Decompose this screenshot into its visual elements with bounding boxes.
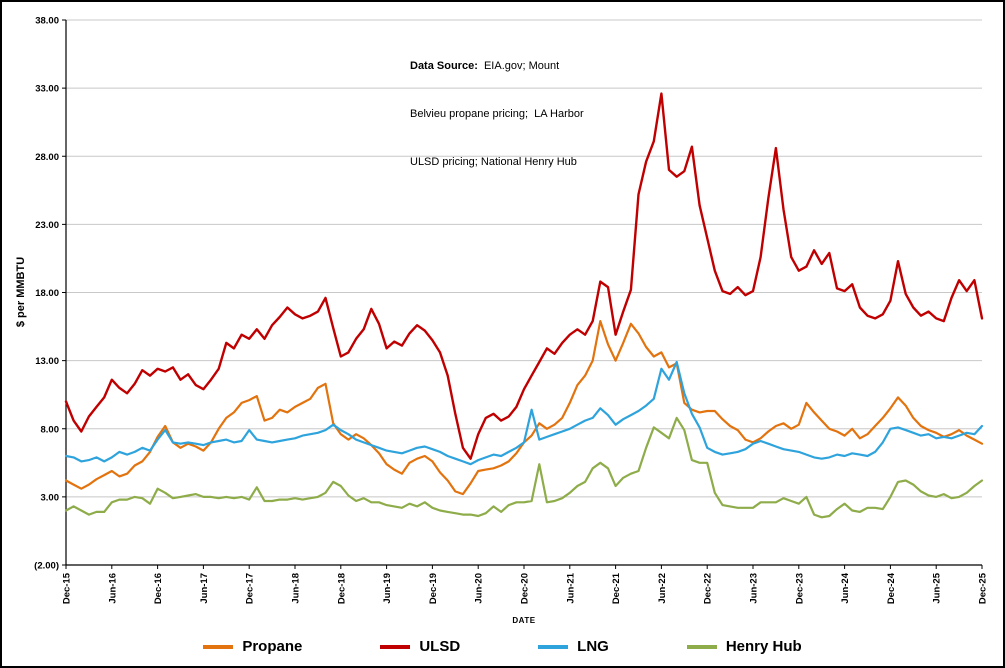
propane-line-swatch — [203, 644, 234, 649]
legend-label-propane: Propane — [242, 638, 303, 655]
x-tick-label: Dec-22 — [703, 573, 714, 604]
x-tick-label: Jun-21 — [565, 572, 576, 603]
x-tick-label: Jun-24 — [840, 572, 851, 603]
y-tick-label: 38.00 — [35, 16, 59, 27]
x-tick-label: Jun-23 — [749, 573, 760, 604]
x-tick-label: Jun-18 — [291, 573, 302, 604]
x-tick-label: Dec-15 — [62, 572, 73, 604]
series-line-ulsd — [64, 92, 984, 460]
series-line-propane — [64, 320, 984, 496]
series-line-lng — [64, 360, 984, 466]
x-tick-label: Jun-19 — [382, 573, 393, 604]
x-tick-label: Dec-21 — [611, 572, 622, 604]
y-tick-label: 3.00 — [41, 492, 60, 503]
legend-item-henry-hub: Henry Hub — [686, 638, 802, 655]
x-axis-title: DATE — [512, 616, 536, 625]
x-tick-label: Dec-17 — [245, 573, 256, 604]
y-tick-label: 8.00 — [41, 424, 60, 435]
legend-label-henry-hub: Henry Hub — [725, 638, 802, 655]
x-tick-label: Dec-20 — [520, 573, 531, 604]
data-source-line1: Data Source: EIA.gov; Mount — [410, 58, 584, 74]
x-tick-label: Dec-23 — [794, 573, 805, 604]
series-line-henry-hub — [64, 416, 984, 519]
legend-label-lng: LNG — [577, 638, 609, 655]
legend: Propane ULSD LNG Henry Hub — [2, 638, 1003, 655]
ulsd-line-swatch — [380, 644, 411, 649]
data-source-line1-rest: EIA.gov; Mount — [477, 60, 560, 72]
y-tick-label: 13.00 — [35, 356, 59, 367]
x-tick-label: Dec-19 — [428, 573, 439, 604]
lng-line-swatch — [538, 644, 569, 649]
x-tick-label: Jun-20 — [474, 573, 485, 604]
x-tick-label: Dec-18 — [336, 573, 347, 604]
legend-label-ulsd: ULSD — [419, 638, 461, 655]
legend-item-propane: Propane — [203, 638, 302, 655]
y-tick-label: 18.00 — [35, 288, 59, 299]
henry-hub-line-swatch — [686, 644, 717, 649]
x-tick-label: Jun-25 — [932, 572, 943, 603]
data-source-line3: ULSD pricing; National Henry Hub — [410, 156, 577, 168]
y-tick-label: 33.00 — [35, 84, 59, 95]
x-tick-label: Dec-25 — [978, 572, 989, 604]
data-source-label: Data Source: — [410, 60, 478, 72]
x-tick-label: Dec-16 — [153, 573, 164, 604]
legend-item-lng: LNG — [538, 638, 609, 655]
x-tick-label: Jun-16 — [107, 573, 118, 604]
y-tick-label: 28.00 — [35, 152, 59, 163]
y-tick-label: 23.00 — [35, 220, 59, 231]
data-source-annotation: Data Source: EIA.gov; Mount Belvieu prop… — [410, 26, 584, 202]
x-tick-label: Jun-22 — [657, 573, 668, 604]
x-tick-label: Jun-17 — [199, 573, 210, 604]
y-axis-title: $ per MMBTU — [15, 256, 27, 328]
data-source-line2: Belvieu propane pricing; LA Harbor — [410, 108, 584, 120]
x-tick-label: Dec-24 — [886, 572, 897, 604]
y-tick-label: (2.00) — [34, 561, 59, 572]
legend-item-ulsd: ULSD — [380, 638, 460, 655]
